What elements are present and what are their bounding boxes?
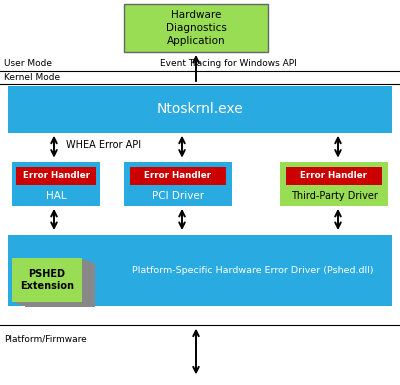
Bar	[286, 167, 382, 185]
Bar	[280, 162, 388, 206]
Text: User Mode: User Mode	[4, 59, 52, 68]
Text: HAL: HAL	[46, 191, 66, 201]
Bar	[16, 167, 96, 185]
Text: PSHED
Extension: PSHED Extension	[20, 269, 74, 291]
Text: Error Handler: Error Handler	[22, 171, 90, 180]
Text: WHEA Error API: WHEA Error API	[66, 140, 142, 150]
Bar	[8, 86, 392, 133]
Text: Ntoskrnl.exe: Ntoskrnl.exe	[157, 102, 243, 116]
Bar	[16, 259, 86, 304]
Bar	[21, 261, 91, 306]
Bar	[12, 162, 100, 206]
Text: Error Handler: Error Handler	[144, 171, 212, 180]
Text: Kernel Mode: Kernel Mode	[4, 73, 60, 82]
Text: PCI Driver: PCI Driver	[152, 191, 204, 201]
Text: Platform/Firmware: Platform/Firmware	[4, 334, 87, 343]
Bar	[124, 4, 268, 52]
Text: Platform-Specific Hardware Error Driver (Pshed.dll): Platform-Specific Hardware Error Driver …	[132, 266, 374, 275]
Text: Error Handler: Error Handler	[300, 171, 368, 180]
Text: Event Tracing for Windows API: Event Tracing for Windows API	[160, 59, 297, 68]
Bar	[124, 162, 232, 206]
Text: Third-Party Driver: Third-Party Driver	[290, 191, 378, 201]
Bar	[25, 263, 95, 307]
Bar	[130, 167, 226, 185]
Text: Hardware
Diagnostics
Application: Hardware Diagnostics Application	[166, 10, 226, 46]
Bar	[12, 258, 82, 302]
Bar	[8, 235, 392, 306]
